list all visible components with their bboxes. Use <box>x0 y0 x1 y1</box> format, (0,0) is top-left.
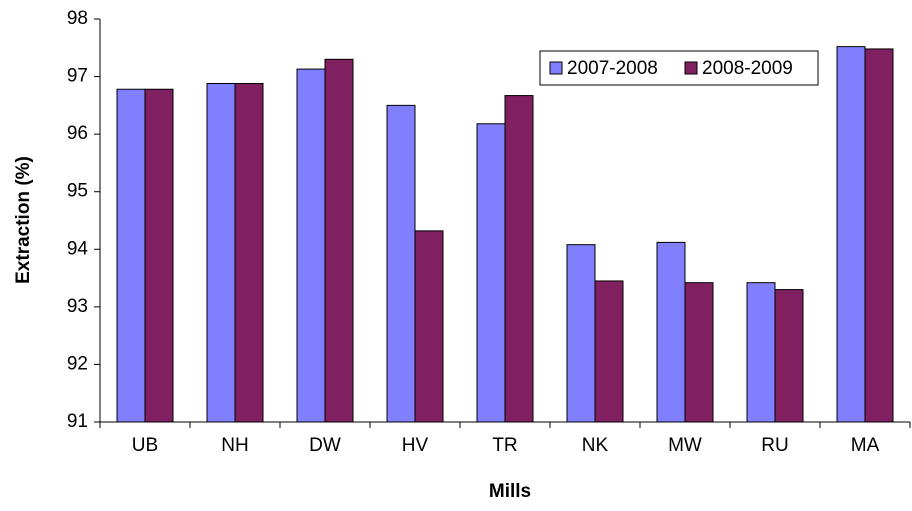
y-tick-label: 93 <box>67 296 88 317</box>
x-tick-label: RU <box>761 435 788 456</box>
bar <box>234 82 264 423</box>
x-tick-label: TR <box>492 435 517 456</box>
legend-box <box>539 50 819 86</box>
bar <box>206 82 236 423</box>
legend-label: 2008-2009 <box>702 58 793 79</box>
x-tick-label: UB <box>132 435 158 456</box>
bar <box>746 282 776 423</box>
x-tick-label: DW <box>309 435 341 456</box>
bar <box>836 46 866 423</box>
y-tick-label: 91 <box>67 411 88 432</box>
y-tick-label: 95 <box>67 181 88 202</box>
legend-swatch <box>684 61 698 75</box>
bar <box>144 88 174 423</box>
bar <box>594 280 624 423</box>
bar <box>656 241 686 423</box>
x-tick-label: MW <box>668 435 702 456</box>
legend: 2007-2008 2008-2009 <box>539 50 819 86</box>
y-tick-label: 96 <box>67 123 88 144</box>
bar <box>504 95 534 423</box>
bar <box>476 123 506 423</box>
bar <box>386 104 416 423</box>
bar <box>296 68 326 423</box>
x-tick-label: NH <box>221 435 248 456</box>
y-tick-label: 97 <box>67 66 88 87</box>
legend-label: 2007-2008 <box>567 58 658 79</box>
x-tick-label: HV <box>402 435 429 456</box>
legend-swatch <box>549 61 563 75</box>
bar <box>324 58 354 423</box>
x-tick-label: NK <box>582 435 609 456</box>
bar <box>414 230 444 423</box>
y-axis-title: Extraction (%) <box>13 156 34 284</box>
bar <box>774 289 804 423</box>
y-tick-label: 92 <box>67 353 88 374</box>
bar <box>116 88 146 423</box>
bar <box>566 244 596 423</box>
y-tick-label: 98 <box>67 8 88 29</box>
x-axis-title: Mills <box>489 481 531 502</box>
bar <box>684 282 714 423</box>
y-tick-label: 94 <box>67 238 89 259</box>
x-tick-label: MA <box>851 435 880 456</box>
bar <box>864 48 894 423</box>
